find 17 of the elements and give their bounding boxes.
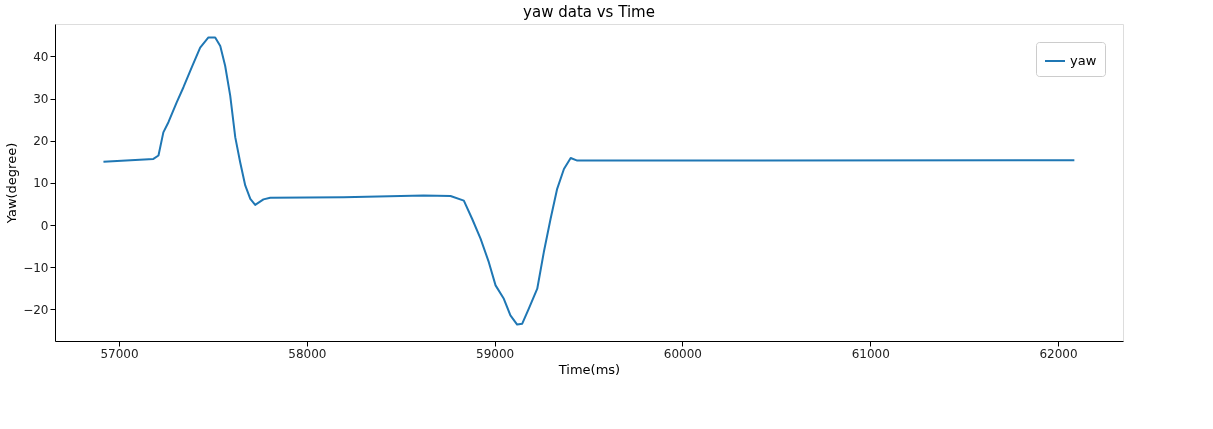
y-axis-title: Yaw(degree) [4,142,20,225]
chart-title: yaw data vs Time [523,3,655,21]
y-tick-label: 40 [33,49,49,64]
x-tick-label: 60000 [663,346,703,361]
x-tick-label: 59000 [476,346,515,361]
y-tick-label: 10 [33,176,49,191]
x-tick-label: 62000 [1039,346,1078,361]
x-tick-label: 58000 [288,346,327,361]
y-tick-label: 0 [40,218,49,233]
legend-label: yaw [1070,53,1097,68]
y-tick-label: −10 [23,260,49,275]
y-tick-label: −20 [23,302,49,317]
x-axis-title: Time(ms) [557,361,621,377]
y-tick-label: 30 [33,92,49,107]
y-tick-label: 20 [33,134,49,149]
x-tick-label: 57000 [100,346,139,361]
x-tick-label: 61000 [851,346,890,361]
